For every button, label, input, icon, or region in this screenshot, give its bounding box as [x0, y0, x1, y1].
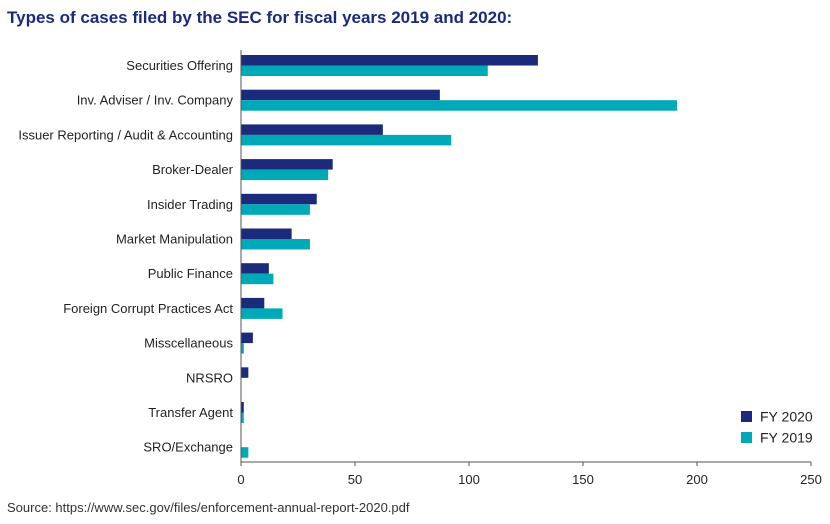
category-label: Misscellaneous — [144, 336, 233, 351]
category-label: Market Manipulation — [116, 232, 233, 247]
bar-fy-2019 — [241, 204, 310, 215]
x-tick-label: 200 — [686, 472, 708, 487]
bar-fy-2019 — [241, 308, 283, 319]
x-tick-label: 0 — [237, 472, 244, 487]
category-label: Issuer Reporting / Audit & Accounting — [18, 127, 233, 142]
chart-title: Types of cases filed by the SEC for fisc… — [7, 8, 513, 27]
bar-fy-2020 — [241, 124, 383, 135]
bar-fy-2019 — [241, 447, 249, 458]
bar-fy-2019 — [241, 169, 329, 181]
bar-fy-2019 — [241, 343, 244, 354]
bar-fy-2019 — [241, 134, 452, 146]
bar-fy-2019 — [241, 412, 244, 423]
bar-fy-2020 — [241, 297, 265, 309]
category-label: Broker-Dealer — [152, 162, 234, 177]
bar-fy-2020 — [241, 159, 333, 170]
bar-fy-2020 — [241, 263, 269, 274]
bar-fy-2019 — [241, 273, 274, 285]
bar-fy-2019 — [241, 65, 488, 76]
category-label: NRSRO — [186, 370, 233, 385]
legend: FY 2020 FY 2019 — [741, 409, 813, 446]
category-label: Transfer Agent — [148, 405, 233, 420]
category-label: SRO/Exchange — [143, 440, 233, 455]
category-label: Public Finance — [148, 266, 233, 281]
x-tick-label: 50 — [348, 472, 362, 487]
legend-label: FY 2020 — [760, 409, 813, 425]
bar-fy-2020 — [241, 55, 538, 66]
bars-group — [241, 55, 677, 458]
source-note: Source: https://www.sec.gov/files/enforc… — [7, 500, 410, 515]
x-tick-label: 100 — [458, 472, 480, 487]
category-label: Inv. Adviser / Inv. Company — [77, 93, 234, 108]
legend-swatch — [741, 411, 752, 422]
bar-fy-2020 — [241, 228, 292, 239]
bar-fy-2019 — [241, 100, 677, 111]
x-axis-ticks: 0 50 100 150 200 250 — [237, 462, 822, 487]
category-label: Foreign Corrupt Practices Act — [63, 301, 233, 316]
bar-fy-2020 — [241, 332, 253, 344]
bar-fy-2020 — [241, 402, 244, 413]
x-tick-label: 150 — [572, 472, 594, 487]
legend-label: FY 2019 — [760, 430, 813, 446]
category-label: Insider Trading — [147, 197, 233, 212]
bar-fy-2019 — [241, 239, 310, 250]
x-tick-label: 250 — [800, 472, 822, 487]
bar-fy-2020 — [241, 367, 249, 378]
category-label: Securities Offering — [126, 58, 233, 73]
bar-fy-2020 — [241, 193, 317, 205]
legend-swatch — [741, 432, 752, 443]
bar-fy-2020 — [241, 89, 440, 101]
category-labels: Securities Offering Inv. Adviser / Inv. C… — [18, 58, 233, 455]
